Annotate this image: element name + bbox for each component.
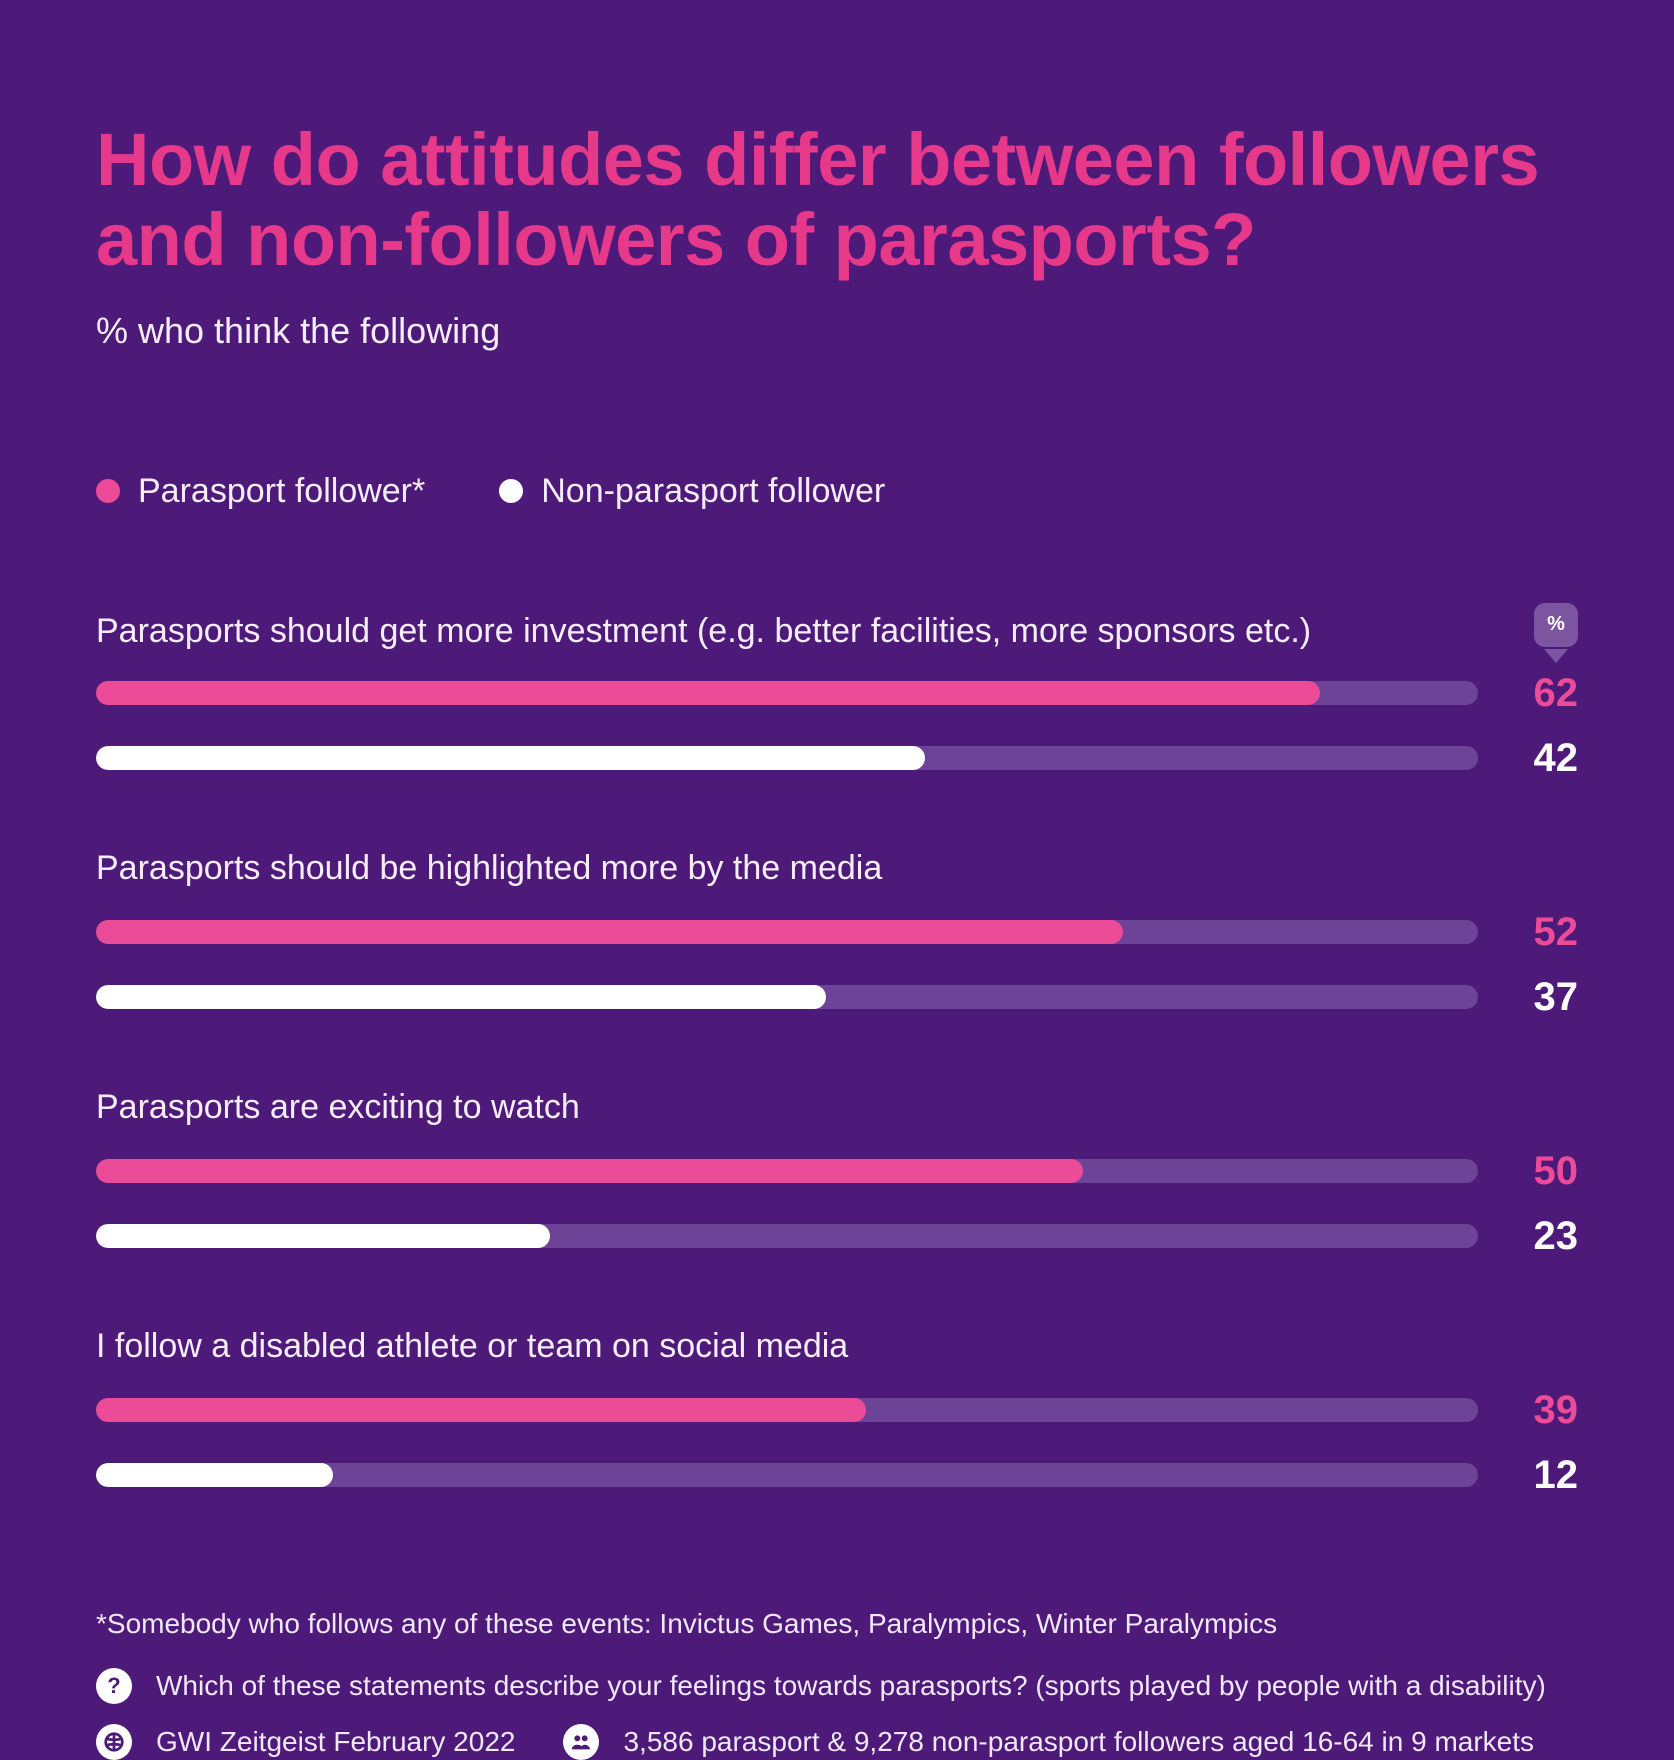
bar-value-nonfollower: 12	[1518, 1453, 1578, 1498]
legend-swatch-follower	[96, 479, 120, 503]
bar-track	[96, 985, 1478, 1009]
bar-value-follower: 52	[1518, 910, 1578, 955]
legend-label-follower: Parasport follower*	[138, 472, 425, 511]
chart-title: How do attitudes differ between follower…	[96, 120, 1578, 280]
bar-track	[96, 746, 1478, 770]
bar-group: Parasports are exciting to watch 50 23	[96, 1088, 1578, 1259]
bar-fill-follower	[96, 1398, 866, 1422]
bar-value-follower: 39	[1518, 1388, 1578, 1433]
bar-fill-follower	[96, 681, 1320, 705]
percent-icon: %	[1534, 603, 1578, 647]
chevron-down-icon	[1544, 649, 1568, 663]
bar-group: I follow a disabled athlete or team on s…	[96, 1327, 1578, 1498]
bar-row-nonfollower: 12	[96, 1453, 1578, 1498]
bar-group: 6242	[96, 671, 1578, 781]
bar-value-follower: 62	[1518, 671, 1578, 716]
footnote: *Somebody who follows any of these event…	[96, 1608, 1578, 1640]
bar-fill-nonfollower	[96, 746, 925, 770]
bar-fill-nonfollower	[96, 1463, 333, 1487]
bar-group: Parasports should be highlighted more by…	[96, 849, 1578, 1020]
bar-track	[96, 1463, 1478, 1487]
bar-value-follower: 50	[1518, 1149, 1578, 1194]
bar-value-nonfollower: 23	[1518, 1214, 1578, 1259]
group-label-0: Parasports should get more investment (e…	[96, 612, 1534, 651]
bar-row-nonfollower: 37	[96, 975, 1578, 1020]
bar-fill-follower	[96, 920, 1123, 944]
bar-row-follower: 62	[96, 671, 1578, 716]
first-group-header: Parasports should get more investment (e…	[96, 603, 1578, 661]
bar-row-nonfollower: 23	[96, 1214, 1578, 1259]
footer-row-source: GWI Zeitgeist February 2022 3,586 parasp…	[96, 1724, 1578, 1760]
bar-value-nonfollower: 37	[1518, 975, 1578, 1020]
people-icon	[563, 1724, 599, 1760]
bar-row-nonfollower: 42	[96, 736, 1578, 781]
bar-track	[96, 1224, 1478, 1248]
legend: Parasport follower* Non-parasport follow…	[96, 472, 1578, 511]
bar-track	[96, 1159, 1478, 1183]
group-label: Parasports are exciting to watch	[96, 1088, 1578, 1127]
group-label: Parasports should be highlighted more by…	[96, 849, 1578, 888]
bar-fill-nonfollower	[96, 985, 826, 1009]
bar-fill-follower	[96, 1159, 1083, 1183]
legend-label-nonfollower: Non-parasport follower	[541, 472, 885, 511]
bar-row-follower: 50	[96, 1149, 1578, 1194]
bar-row-follower: 52	[96, 910, 1578, 955]
bar-track	[96, 920, 1478, 944]
legend-item-nonfollower: Non-parasport follower	[499, 472, 885, 511]
bar-fill-nonfollower	[96, 1224, 550, 1248]
percent-badge: %	[1534, 603, 1578, 661]
footer: *Somebody who follows any of these event…	[96, 1608, 1578, 1760]
bar-row-follower: 39	[96, 1388, 1578, 1433]
legend-swatch-nonfollower	[499, 479, 523, 503]
footer-question: Which of these statements describe your …	[156, 1670, 1546, 1702]
source-icon	[96, 1724, 132, 1760]
legend-item-follower: Parasport follower*	[96, 472, 425, 511]
bar-track	[96, 681, 1478, 705]
footer-row-question: ? Which of these statements describe you…	[96, 1668, 1578, 1704]
chart-subtitle: % who think the following	[96, 310, 1578, 352]
question-icon: ?	[96, 1668, 132, 1704]
bar-value-nonfollower: 42	[1518, 736, 1578, 781]
bar-track	[96, 1398, 1478, 1422]
footer-source: GWI Zeitgeist February 2022	[156, 1726, 515, 1758]
group-label: I follow a disabled athlete or team on s…	[96, 1327, 1578, 1366]
infographic-canvas: How do attitudes differ between follower…	[0, 0, 1674, 1674]
bar-groups: 6242Parasports should be highlighted mor…	[96, 671, 1578, 1498]
footer-sample: 3,586 parasport & 9,278 non-parasport fo…	[623, 1726, 1534, 1758]
